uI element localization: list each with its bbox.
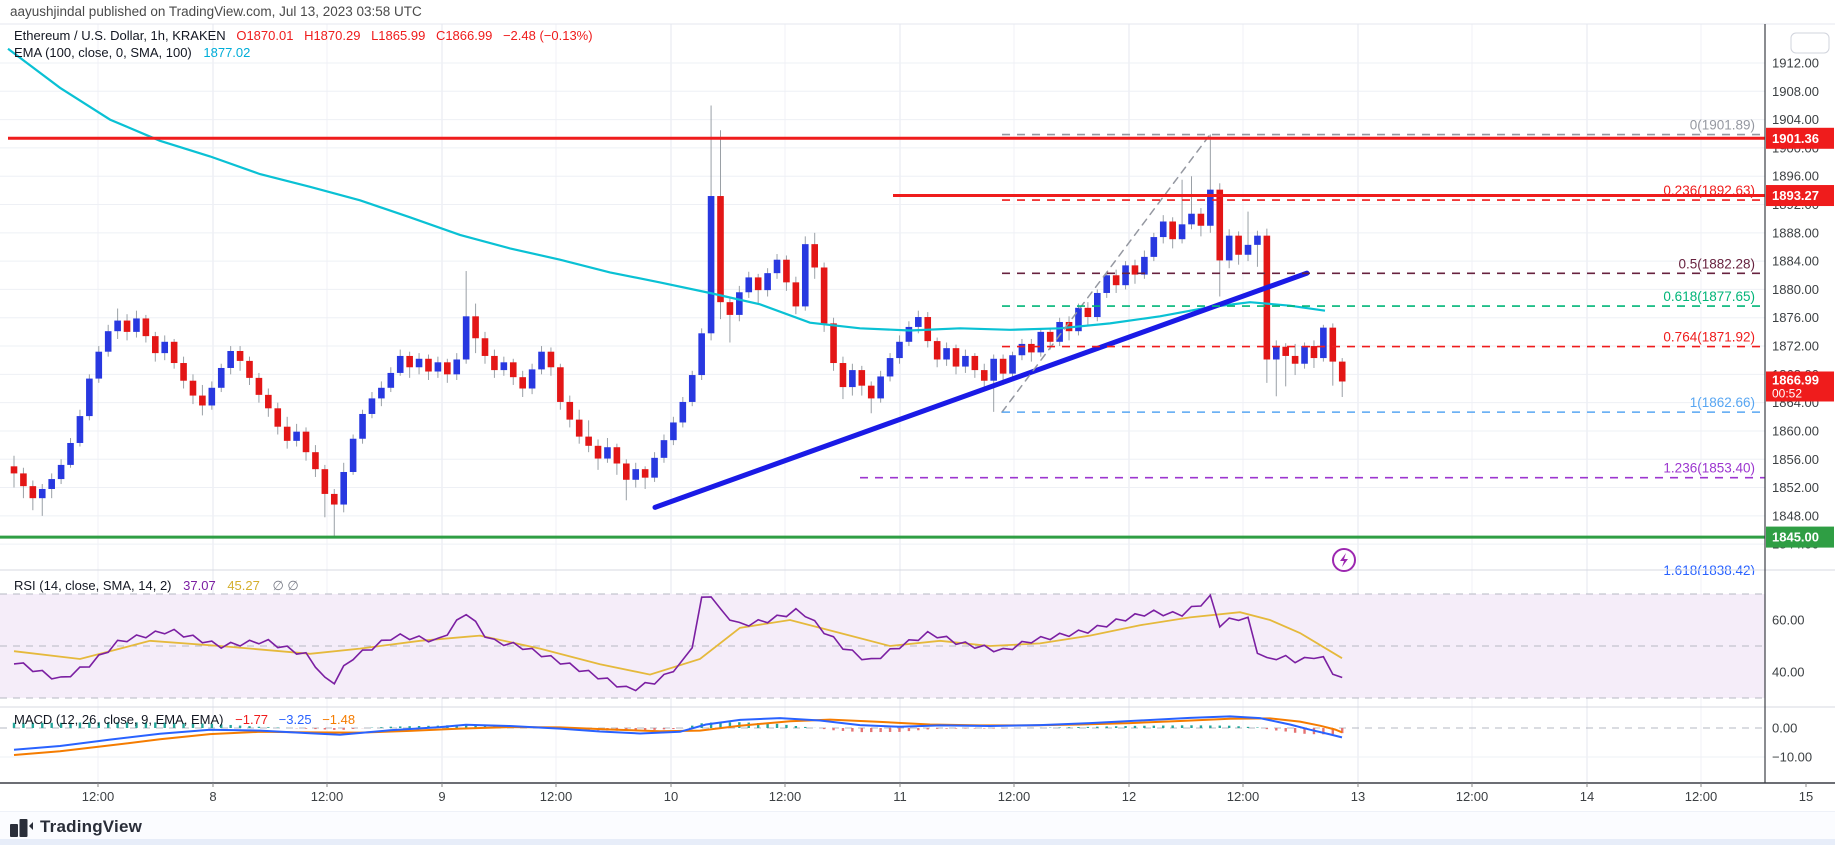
fib-label-0.236: 0.236(1892.63)	[1663, 183, 1755, 198]
time-tick: 12:00	[1685, 789, 1718, 804]
macd-tick: 0.00	[1772, 721, 1797, 736]
price-scale-button[interactable]	[1790, 32, 1830, 54]
ema-label: EMA (100, close, 0, SMA, 100)	[14, 45, 192, 60]
price-tick: 1908.00	[1772, 84, 1819, 99]
rsi-line	[13, 593, 1343, 692]
time-tick: 12:00	[82, 789, 115, 804]
symbol-title: Ethereum / U.S. Dollar, 1h, KRAKEN	[14, 28, 226, 43]
time-tick: 9	[438, 789, 445, 804]
macd-tick: −10.00	[1772, 750, 1812, 765]
rsi-tick: 40.00	[1772, 665, 1805, 680]
rsi-ma-line	[13, 611, 1343, 676]
time-tick: 10	[664, 789, 678, 804]
price-tick: 1848.00	[1772, 508, 1819, 523]
dashed-swing-line[interactable]	[1001, 133, 1211, 413]
price-tick: 1860.00	[1772, 423, 1819, 438]
price-tick: 1888.00	[1772, 225, 1819, 240]
publish-info: aayushjindal published on TradingView.co…	[10, 4, 422, 19]
time-tick: 15	[1799, 789, 1813, 804]
fib-label-1.618: 1.618(1838.42)	[1663, 563, 1755, 578]
time-tick: 12:00	[540, 789, 573, 804]
rsi-label: RSI (14, close, SMA, 14, 2)	[14, 578, 172, 593]
time-tick: 12:00	[1456, 789, 1489, 804]
rsi-tick: 60.00	[1772, 613, 1805, 628]
time-tick: 14	[1580, 789, 1594, 804]
drawings[interactable]	[652, 133, 1310, 510]
last-price-badge: 1866.99	[1772, 372, 1819, 387]
fib-label-0: 0(1901.89)	[1690, 118, 1755, 133]
time-axis[interactable]: 12:00 8 12:00 9 12:00 10 12:00 11 12:00 12 12:00 13…	[82, 783, 1814, 804]
tradingview-logo-icon	[10, 819, 33, 837]
rsi-ma-value: 45.27	[227, 578, 260, 593]
price-level-badge: 1845.00	[1772, 530, 1819, 545]
time-tick: 12:00	[311, 789, 344, 804]
price-tick: 1872.00	[1772, 339, 1819, 354]
macd-signal-legend-value: −1.48	[322, 712, 356, 727]
price-tick: 1912.00	[1772, 56, 1819, 71]
price-tick: 1884.00	[1772, 254, 1819, 269]
pane-borders	[0, 23, 1835, 784]
macd-line-legend-value: −3.25	[278, 712, 312, 727]
rsi-legend-row[interactable]: RSI (14, close, SMA, 14, 2) 37.07 45.27 …	[14, 578, 299, 594]
time-tick: 8	[209, 789, 216, 804]
ohlc-open: O1870.01	[236, 28, 294, 43]
macd-signal-line	[13, 717, 1343, 756]
time-tick: 12:00	[1227, 789, 1260, 804]
price-level-badge: 1893.27	[1772, 188, 1819, 203]
bar-countdown: 00:52	[1772, 386, 1802, 400]
ema-legend-row[interactable]: EMA (100, close, 0, SMA, 100) 1877.02	[14, 44, 593, 61]
price-tick: 1880.00	[1772, 282, 1819, 297]
ohlc-low: L1865.99	[371, 28, 426, 43]
time-tick: 13	[1351, 789, 1365, 804]
boost-lightning-icon[interactable]	[1332, 548, 1356, 572]
fib-retracement[interactable]: 0(1901.89) 0.236(1892.63) 0.5(1882.28) 0.61…	[860, 118, 1765, 578]
rsi-pane	[0, 593, 1765, 699]
ohlc-close: C1866.99	[435, 28, 493, 43]
price-tick: 1876.00	[1772, 310, 1819, 325]
rsi-value: 37.07	[183, 578, 216, 593]
macd-label: MACD (12, 26, close, 9, EMA, EMA)	[14, 712, 224, 727]
rsi-band-icons: ∅ ∅	[272, 578, 299, 593]
ohlc-change: −2.48 (−0.13%)	[502, 28, 593, 43]
price-tick: 1904.00	[1772, 112, 1819, 127]
fib-label-0.5: 0.5(1882.28)	[1678, 256, 1755, 271]
main-legend[interactable]: Ethereum / U.S. Dollar, 1h, KRAKEN O1870…	[14, 27, 593, 61]
ohlc-high: H1870.29	[304, 28, 361, 43]
price-tick: 1852.00	[1772, 480, 1819, 495]
tradingview-wordmark: TradingView	[40, 817, 143, 836]
page-bottom-edge	[0, 839, 1835, 845]
time-tick: 12:00	[769, 789, 802, 804]
macd-hist-legend-value: −1.77	[235, 712, 269, 727]
candles	[10, 105, 1346, 538]
ema-100-line	[7, 47, 1326, 332]
price-tick: 1856.00	[1772, 452, 1819, 467]
time-tick: 12	[1122, 789, 1136, 804]
fib-label-0.764: 0.764(1871.92)	[1663, 330, 1755, 345]
time-tick: 12:00	[998, 789, 1031, 804]
macd-pane	[0, 715, 1765, 756]
macd-legend-row[interactable]: MACD (12, 26, close, 9, EMA, EMA) −1.77 …	[14, 712, 355, 727]
price-tick: 1896.00	[1772, 169, 1819, 184]
macd-line	[13, 715, 1343, 751]
symbol-legend-row[interactable]: Ethereum / U.S. Dollar, 1h, KRAKEN O1870…	[14, 27, 593, 44]
ema-value: 1877.02	[203, 45, 251, 60]
price-level-badge: 1901.36	[1772, 131, 1819, 146]
fib-label-0.618: 0.618(1877.65)	[1663, 289, 1755, 304]
tradingview-branding[interactable]: TradingView	[10, 814, 142, 840]
support-trendline[interactable]	[652, 270, 1310, 510]
fib-label-1.236: 1.236(1853.40)	[1663, 461, 1755, 476]
time-tick: 11	[893, 789, 907, 804]
price-levels[interactable]	[0, 136, 1765, 539]
fib-label-1: 1(1862.66)	[1690, 395, 1755, 410]
